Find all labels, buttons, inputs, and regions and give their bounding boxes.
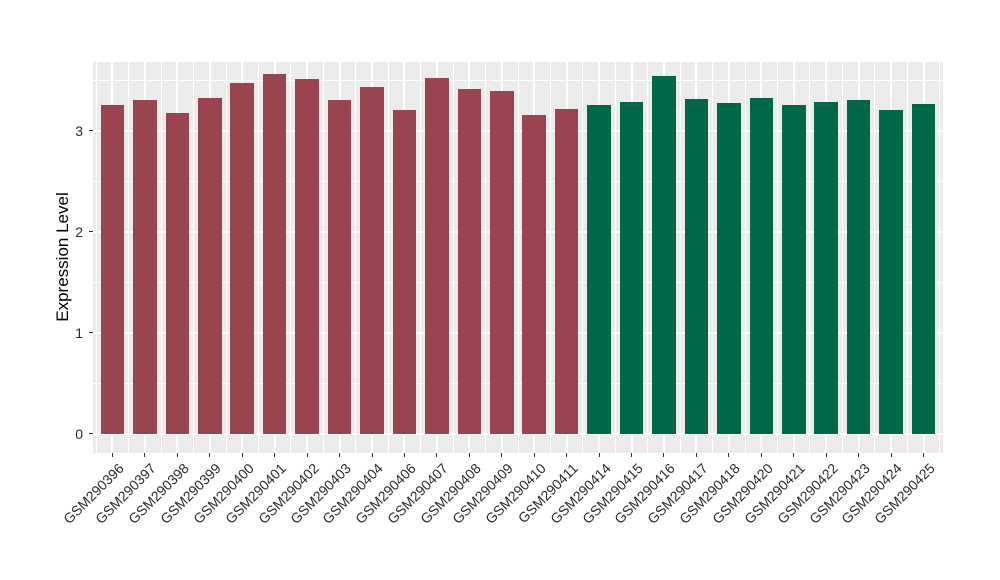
x-tick-mark: [144, 453, 146, 457]
gridline-minor-v: [517, 62, 519, 453]
bar: [230, 83, 255, 434]
x-tick-mark: [371, 453, 373, 457]
gridline-minor-v: [387, 62, 389, 453]
gridline-minor-v: [712, 62, 714, 453]
gridline-minor-v: [809, 62, 811, 453]
gridline-minor-v: [582, 62, 584, 453]
gridline-minor-v: [452, 62, 454, 453]
x-tick-mark: [533, 453, 535, 457]
bar: [781, 105, 806, 434]
x-tick-mark: [501, 453, 503, 457]
gridline-minor-v: [777, 62, 779, 453]
bar: [360, 87, 384, 434]
gridline-minor-v: [193, 62, 195, 453]
bar: [749, 98, 774, 434]
gridline-minor-v: [939, 62, 941, 453]
x-tick-mark: [890, 453, 892, 457]
gridline-minor-v: [355, 62, 357, 453]
x-tick-mark: [436, 453, 438, 457]
bar: [262, 74, 287, 434]
y-tick-label: 2: [75, 223, 83, 240]
gridline-minor-v: [874, 62, 876, 453]
bar: [425, 78, 449, 434]
bar: [100, 105, 125, 434]
gridline-minor-v: [322, 62, 324, 453]
x-tick-mark: [631, 453, 633, 457]
y-tick-mark: [89, 433, 93, 435]
x-tick-mark: [274, 453, 276, 457]
x-tick-mark: [695, 453, 697, 457]
y-tick-label: 3: [75, 122, 83, 139]
gridline-major-h: [93, 432, 943, 435]
bar: [165, 112, 190, 434]
bar: [392, 110, 417, 434]
gridline-minor-v: [841, 62, 843, 453]
x-tick-mark: [339, 453, 341, 457]
y-tick-mark: [89, 332, 93, 334]
bar: [489, 91, 514, 434]
x-tick-mark: [858, 453, 860, 457]
bar: [652, 76, 676, 434]
bar: [619, 102, 644, 434]
bar: [327, 100, 352, 434]
gridline-minor-v: [290, 62, 292, 453]
x-tick-mark: [111, 453, 113, 457]
gridline-major-h: [93, 129, 943, 132]
gridline-major-h: [93, 331, 943, 334]
x-tick-mark: [793, 453, 795, 457]
x-tick-mark: [760, 453, 762, 457]
bar: [554, 109, 579, 434]
gridline-minor-v: [95, 62, 97, 453]
gridline-major-h: [93, 230, 943, 233]
bar: [911, 104, 936, 434]
gridline-minor-v: [160, 62, 162, 453]
bar: [717, 103, 741, 434]
x-tick-mark: [209, 453, 211, 457]
bar: [846, 100, 871, 434]
x-tick-mark: [176, 453, 178, 457]
gridline-minor-v: [614, 62, 616, 453]
bar: [879, 110, 903, 434]
y-tick-label: 0: [75, 425, 83, 442]
x-tick-mark: [728, 453, 730, 457]
bar: [684, 99, 709, 434]
gridline-minor-v: [744, 62, 746, 453]
x-tick-mark: [663, 453, 665, 457]
y-tick-mark: [89, 231, 93, 233]
x-tick-mark: [825, 453, 827, 457]
gridline-minor-v: [906, 62, 908, 453]
bar: [133, 100, 157, 434]
gridline-minor-v: [420, 62, 422, 453]
gridline-minor-v: [679, 62, 681, 453]
x-tick-mark: [241, 453, 243, 457]
y-tick-mark: [89, 130, 93, 132]
bar: [814, 102, 838, 434]
x-tick-mark: [923, 453, 925, 457]
gridline-minor-v: [647, 62, 649, 453]
x-tick-mark: [306, 453, 308, 457]
x-tick-mark: [598, 453, 600, 457]
bar: [457, 89, 482, 434]
gridline-minor-v: [128, 62, 130, 453]
gridline-minor-v: [549, 62, 551, 453]
x-tick-mark: [566, 453, 568, 457]
bar: [587, 105, 611, 434]
x-tick-mark: [403, 453, 405, 457]
bar: [295, 79, 319, 434]
bar: [522, 114, 546, 434]
bar: [197, 98, 222, 434]
y-tick-label: 1: [75, 324, 83, 341]
x-tick-mark: [468, 453, 470, 457]
gridline-minor-v: [485, 62, 487, 453]
gridline-minor-v: [257, 62, 259, 453]
plot-panel: [93, 62, 943, 453]
gridline-minor-v: [225, 62, 227, 453]
y-axis-title: Expression Level: [53, 191, 72, 322]
